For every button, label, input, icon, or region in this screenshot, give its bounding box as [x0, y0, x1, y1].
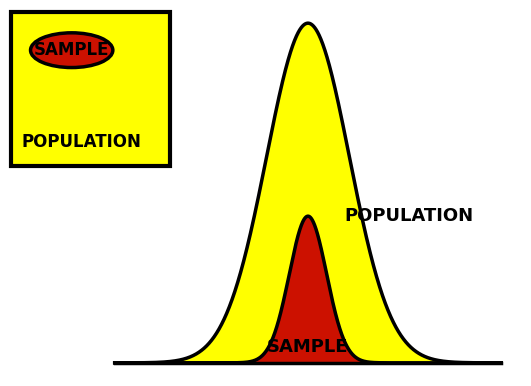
- Text: POPULATION: POPULATION: [21, 132, 141, 151]
- Text: SAMPLE: SAMPLE: [34, 41, 109, 59]
- FancyBboxPatch shape: [11, 12, 170, 166]
- Text: POPULATION: POPULATION: [344, 207, 474, 225]
- Ellipse shape: [31, 33, 113, 68]
- Text: SAMPLE: SAMPLE: [267, 339, 349, 356]
